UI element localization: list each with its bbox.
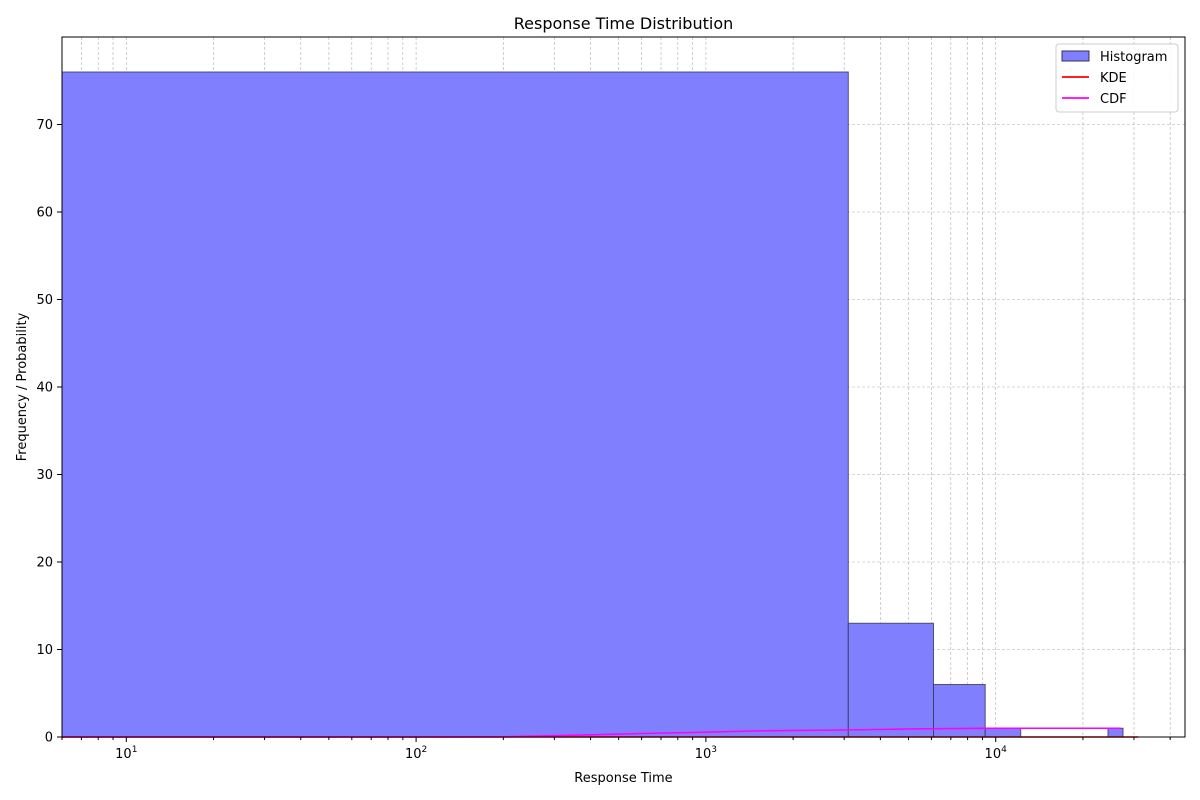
legend-label: CDF [1100,92,1127,107]
x-tick-label: 102 [405,745,427,762]
histogram-bar [984,727,1022,738]
legend-label: KDE [1100,71,1127,86]
y-tick-label: 70 [36,118,53,133]
histogram-bar [1107,727,1124,738]
y-tick-label: 10 [36,643,53,658]
legend: Histogram KDE CDF [1055,43,1179,113]
histogram-bar [847,622,934,738]
x-tick-label: 103 [695,745,717,762]
y-tick-label: 0 [45,731,53,746]
histogram-bars [61,71,1124,738]
y-tick-label: 60 [36,206,53,221]
y-tick-label: 50 [36,293,53,308]
legend-label: Histogram [1100,50,1167,65]
y-tick-label: 30 [36,468,53,483]
x-axis-label: Response Time [574,771,672,786]
x-tick-label: 101 [115,745,137,762]
y-tick-label: 20 [36,556,53,571]
y-tick-label: 40 [36,381,53,396]
axis-ticks: 0 10 20 30 40 50 60 70 101 102 103 104 [36,118,1171,762]
histogram-bar [61,71,849,738]
legend-histogram-swatch [1061,50,1090,62]
chart-title: Response Time Distribution [514,14,734,33]
y-axis-label: Frequency / Probability [15,312,30,461]
x-tick-label: 104 [985,745,1008,762]
